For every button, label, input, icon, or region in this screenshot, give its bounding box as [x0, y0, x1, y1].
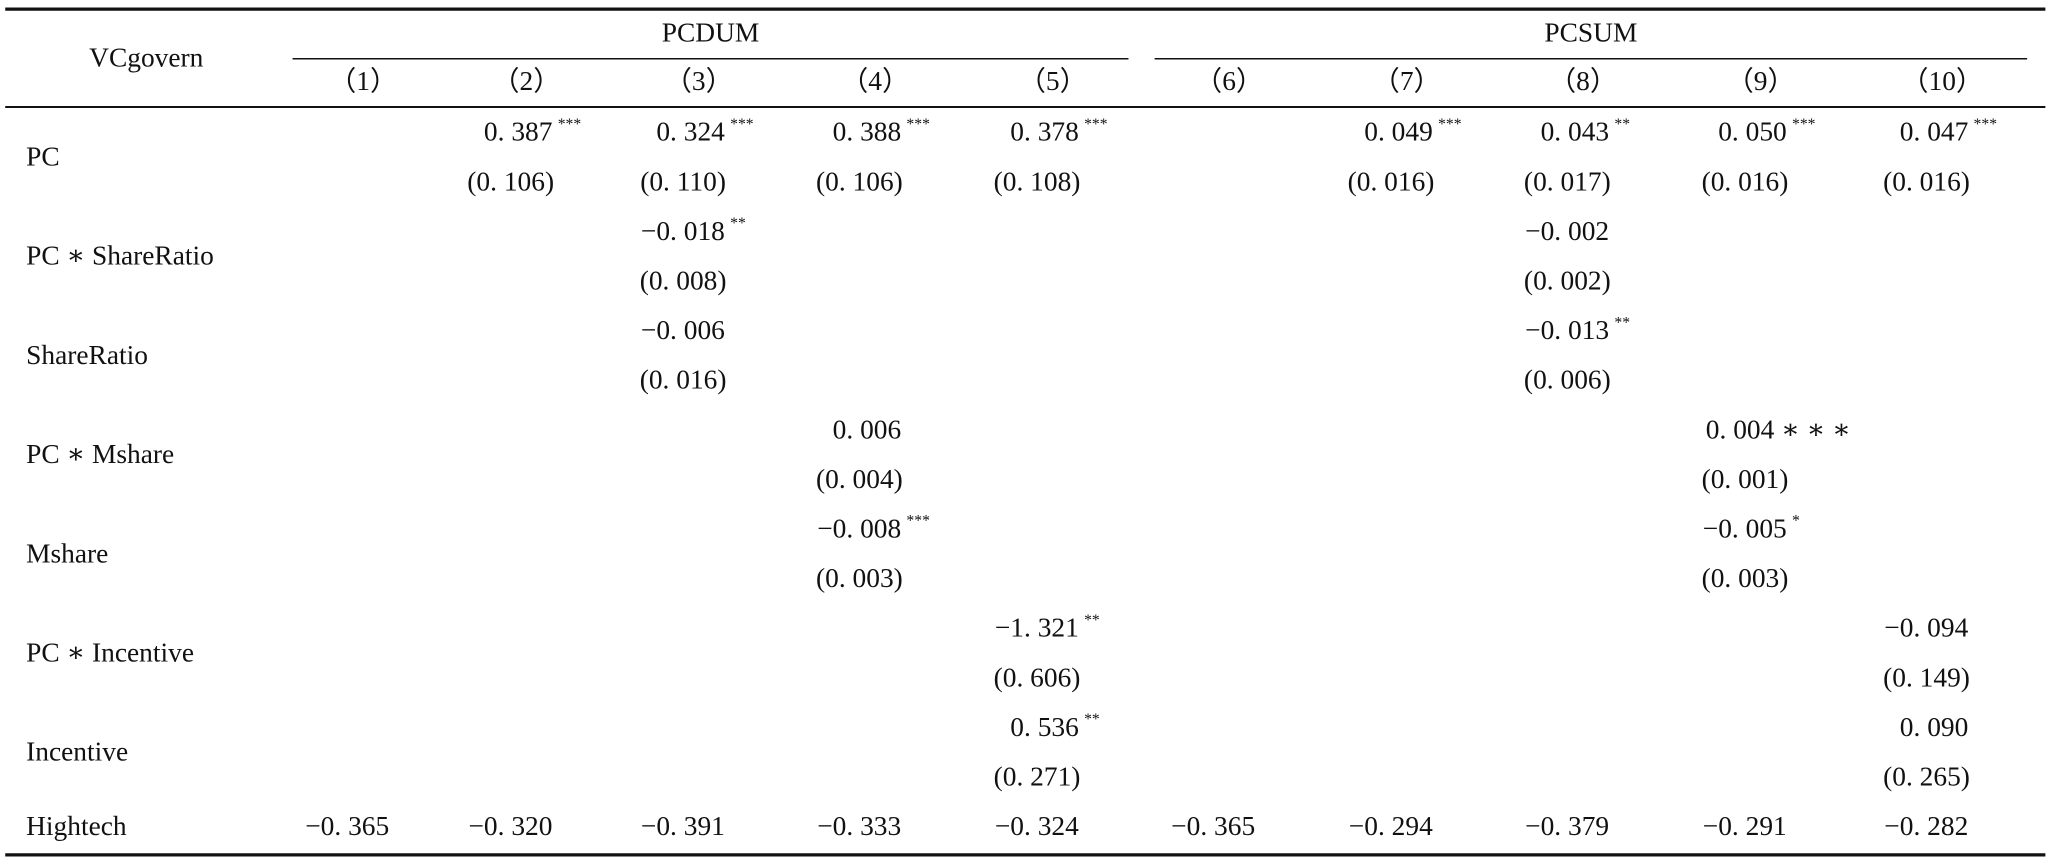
standard-error: (0. 606) — [994, 662, 1081, 692]
column-label: （7） — [1372, 66, 1441, 96]
column-label: （6） — [1195, 66, 1264, 96]
standard-error: (0. 016) — [1883, 166, 1970, 196]
significance-stars: ** — [1614, 116, 1630, 133]
coefficient: −0. 005 — [1703, 513, 1787, 543]
coefficient: 0. 378 — [1010, 117, 1079, 147]
coefficient: −0. 391 — [641, 811, 725, 841]
coefficient: −0. 379 — [1525, 811, 1609, 841]
standard-error: (0. 016) — [1702, 166, 1789, 196]
row-label: Mshare — [26, 538, 108, 568]
standard-error: (0. 265) — [1883, 761, 1970, 791]
standard-error: (0. 003) — [1702, 563, 1789, 593]
coefficient: 0. 324 — [656, 117, 725, 147]
standard-error: (0. 002) — [1524, 266, 1611, 296]
column-label: （8） — [1549, 66, 1618, 96]
standard-error: (0. 017) — [1524, 166, 1611, 196]
significance-stars: * — [1792, 513, 1800, 530]
coefficient: 0. 387 — [484, 117, 553, 147]
row-label: Hightech — [26, 811, 127, 841]
coefficient: −0. 333 — [817, 811, 901, 841]
corner-label: VCgovern — [89, 42, 204, 72]
standard-error: (0. 108) — [994, 166, 1081, 196]
standard-error: (0. 016) — [1348, 166, 1435, 196]
column-label: （10） — [1901, 66, 1983, 96]
standard-error: (0. 271) — [994, 761, 1081, 791]
column-label: （9） — [1726, 66, 1795, 96]
column-label: （2） — [492, 66, 561, 96]
standard-error: (0. 016) — [640, 365, 727, 395]
coefficient: 0. 049 — [1364, 117, 1433, 147]
coefficient: −0. 006 — [641, 315, 725, 345]
row-label: Incentive — [26, 737, 128, 767]
significance-stars: *** — [1438, 116, 1462, 133]
column-label: （3） — [665, 66, 734, 96]
significance-stars: *** — [1084, 116, 1108, 133]
coefficient: 0. 006 — [833, 414, 902, 444]
significance-stars: *** — [1974, 116, 1998, 133]
coefficient: −0. 008 — [817, 513, 901, 543]
significance-stars: ** — [1614, 314, 1630, 331]
row-label: PC ∗ Mshare — [26, 439, 174, 469]
coefficient: −0. 002 — [1525, 216, 1609, 246]
coefficient: 0. 004 ∗ ∗ ∗ — [1706, 414, 1851, 444]
coefficient: −0. 291 — [1703, 811, 1787, 841]
coefficient: 0. 536 — [1010, 712, 1079, 742]
coefficient: −0. 365 — [1171, 811, 1255, 841]
coefficient: −0. 282 — [1884, 811, 1968, 841]
coefficient: −0. 320 — [468, 811, 552, 841]
row-label: PC ∗ Incentive — [26, 637, 194, 667]
significance-stars: ** — [1084, 711, 1100, 728]
standard-error: (0. 106) — [816, 166, 903, 196]
standard-error: (0. 110) — [640, 166, 726, 196]
column-label: （4） — [841, 66, 910, 96]
coefficient: −0. 294 — [1349, 811, 1433, 841]
significance-stars: *** — [906, 513, 930, 530]
significance-stars: *** — [906, 116, 930, 133]
significance-stars: *** — [1792, 116, 1816, 133]
coefficient: −0. 094 — [1884, 613, 1968, 643]
coefficient: 0. 043 — [1541, 117, 1610, 147]
row-label: ShareRatio — [26, 340, 148, 370]
row-label: PC ∗ ShareRatio — [26, 241, 214, 271]
column-label: （1） — [329, 66, 398, 96]
standard-error: (0. 004) — [816, 464, 903, 494]
group-label: PCSUM — [1544, 18, 1637, 48]
significance-stars: *** — [730, 116, 754, 133]
group-label: PCDUM — [662, 18, 760, 48]
coefficient: −1. 321 — [995, 613, 1079, 643]
coefficient: 0. 050 — [1718, 117, 1787, 147]
standard-error: (0. 149) — [1883, 662, 1970, 692]
coefficient: 0. 047 — [1900, 117, 1969, 147]
significance-stars: ** — [730, 215, 746, 232]
significance-stars: *** — [558, 116, 582, 133]
standard-error: (0. 006) — [1524, 365, 1611, 395]
standard-error: (0. 003) — [816, 563, 903, 593]
significance-stars: ** — [1084, 612, 1100, 629]
row-label: PC — [26, 142, 60, 172]
coefficient: 0. 388 — [833, 117, 902, 147]
coefficient: −0. 013 — [1525, 315, 1609, 345]
coefficient: 0. 090 — [1900, 712, 1969, 742]
coefficient: −0. 365 — [305, 811, 389, 841]
standard-error: (0. 106) — [467, 166, 554, 196]
coefficient: −0. 018 — [641, 216, 725, 246]
standard-error: (0. 001) — [1702, 464, 1789, 494]
coefficient: −0. 324 — [995, 811, 1079, 841]
standard-error: (0. 008) — [640, 266, 727, 296]
column-label: （5） — [1018, 66, 1087, 96]
